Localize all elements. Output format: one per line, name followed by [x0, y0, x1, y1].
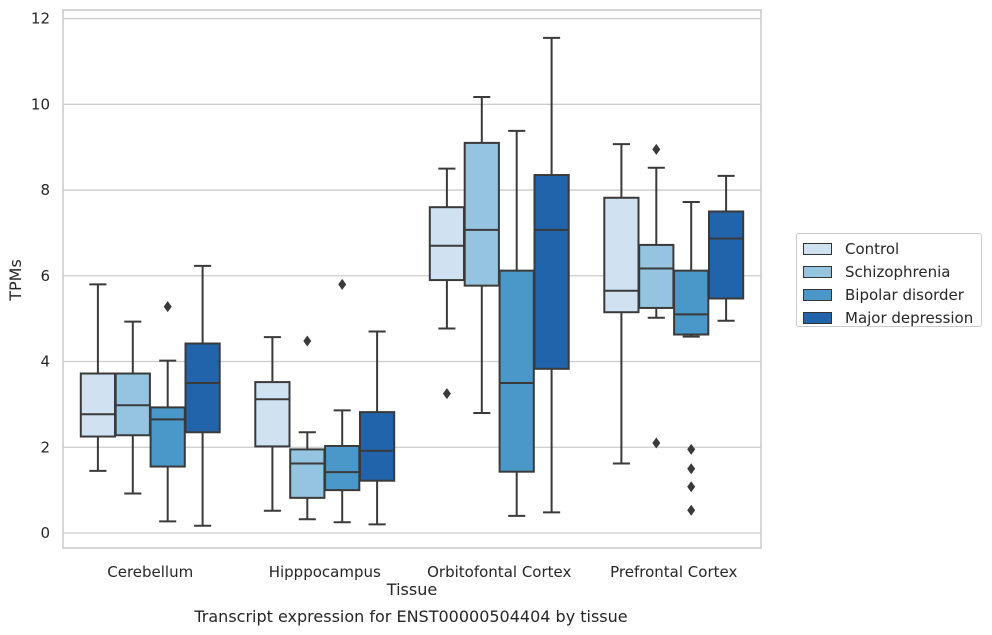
figure-caption: Transcript expression for ENST0000050440…: [194, 607, 628, 626]
legend-item: Schizophrenia: [803, 260, 981, 283]
legend-swatch: [803, 265, 832, 278]
legend-item: Major depression: [803, 306, 981, 329]
x-tick-label: Prefrontal Cortex: [610, 563, 737, 581]
box: [498, 269, 535, 473]
x-axis-label: Tissue: [386, 580, 437, 599]
y-tick-label: 2: [40, 438, 50, 456]
x-tick-label: Cerebellum: [107, 563, 193, 581]
y-tick-label: 8: [40, 181, 50, 199]
outlier-point: [303, 335, 312, 347]
y-tick-label: 6: [40, 267, 50, 285]
legend-item: Control: [803, 237, 981, 260]
box: [428, 206, 466, 282]
box: [324, 444, 361, 492]
legend-label: Control: [845, 239, 900, 258]
box: [358, 411, 396, 482]
legend-swatch: [803, 242, 832, 255]
legend-label: Schizophrenia: [845, 262, 951, 281]
legend-item: Bipolar disorder: [803, 283, 981, 306]
outlier-point: [338, 278, 347, 290]
y-tick-label: 12: [31, 10, 50, 28]
box: [638, 243, 675, 309]
box: [149, 406, 186, 468]
legend-label: Bipolar disorder: [845, 285, 964, 304]
box: [603, 196, 640, 314]
legend-swatch: [803, 311, 832, 324]
legend-label: Major depression: [845, 308, 974, 327]
box: [184, 342, 221, 434]
y-tick-label: 4: [40, 353, 50, 371]
box: [254, 381, 291, 448]
outlier-point: [687, 504, 696, 516]
box: [673, 269, 710, 336]
outlier-point: [163, 301, 172, 313]
box: [707, 210, 745, 300]
outlier-point: [687, 463, 696, 475]
outlier-point: [652, 437, 661, 449]
y-tick-label: 0: [40, 524, 50, 542]
x-tick-label: Hipppocampus: [269, 563, 381, 581]
x-tick-label: Orbitofontal Cortex: [427, 563, 571, 581]
y-axis-label: TPMs: [6, 259, 25, 302]
legend-swatch: [803, 288, 832, 301]
outlier-point: [442, 388, 451, 400]
y-tick-label: 10: [31, 95, 50, 113]
outlier-point: [687, 443, 696, 455]
box: [79, 372, 117, 438]
legend: Control Schizophrenia Bipolar disorder Majo…: [796, 233, 982, 327]
box: [533, 174, 570, 370]
box: [289, 448, 326, 499]
outlier-point: [652, 143, 661, 155]
outlier-point: [687, 481, 696, 493]
box: [463, 141, 500, 287]
